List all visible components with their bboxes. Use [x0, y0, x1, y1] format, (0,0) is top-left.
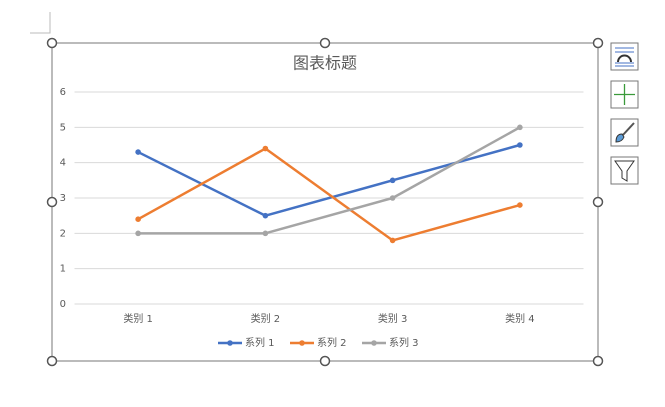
icon [614, 160, 635, 182]
data-point [135, 230, 141, 237]
handle[interactable] [46, 37, 58, 49]
data-point [262, 145, 269, 152]
y-tick-label: 1 [60, 264, 66, 275]
data-point [517, 142, 523, 148]
series-line [137, 147, 521, 242]
handle[interactable] [46, 196, 58, 208]
handle[interactable] [592, 196, 604, 208]
data-point [262, 212, 269, 219]
y-tick-label: 5 [60, 122, 66, 133]
chart-title: 图表标题 [293, 54, 357, 73]
icon [617, 54, 632, 63]
legend-marker [371, 340, 377, 346]
data-point [135, 149, 141, 155]
data-point [262, 230, 269, 237]
y-tick-label: 4 [60, 158, 66, 169]
chart-elements-button[interactable] [610, 42, 639, 71]
icon [615, 133, 625, 143]
handle[interactable] [592, 355, 604, 367]
icon [614, 84, 635, 105]
brush-button[interactable] [610, 118, 639, 147]
filter-button[interactable] [610, 156, 639, 185]
x-tick-label: 类别 4 [505, 312, 535, 325]
y-tick-label: 3 [60, 193, 66, 204]
selection-handles[interactable] [46, 37, 604, 367]
y-tick-label: 0 [60, 299, 66, 310]
handle[interactable] [319, 37, 331, 49]
y-tick-label: 2 [60, 228, 66, 239]
legend-label: 系列 1 [245, 336, 275, 349]
data-point [517, 124, 523, 131]
data-point [517, 202, 523, 208]
y-tick-label: 6 [60, 87, 66, 98]
page-corner-mark [30, 12, 51, 34]
x-tick-label: 类别 1 [123, 312, 153, 325]
data-point [389, 237, 396, 244]
handle[interactable] [592, 37, 604, 49]
handle[interactable] [46, 355, 58, 367]
handle[interactable] [319, 355, 331, 367]
chart-frame[interactable] [51, 42, 599, 362]
chart-styles-button[interactable] [610, 80, 639, 109]
data-point [135, 216, 141, 222]
legend-marker [299, 340, 305, 346]
legend-label: 系列 3 [389, 336, 419, 349]
x-tick-label: 类别 3 [378, 312, 408, 325]
data-point [389, 195, 396, 201]
icon [615, 47, 634, 67]
legend-label: 系列 2 [317, 336, 347, 349]
series-line [138, 126, 521, 235]
legend-marker [227, 340, 233, 346]
icon [621, 122, 635, 137]
plot-area: 0 1 2 3 4 5 6 类别 1 类别 2 类别 3 类别 4 系列 1 系列 2 系列 3 [60, 87, 584, 349]
x-tick-label: 类别 2 [251, 312, 281, 325]
data-point [389, 177, 396, 184]
